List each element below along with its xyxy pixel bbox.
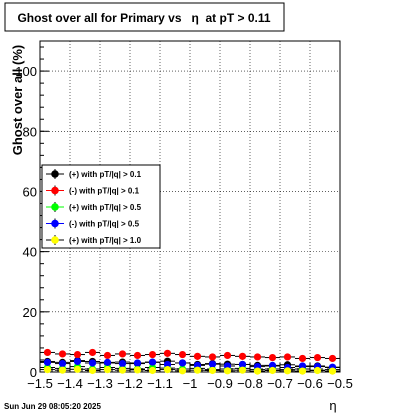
data-point bbox=[268, 353, 277, 362]
legend-label: (-) with pT/|q| > 0.5 bbox=[69, 220, 140, 229]
x-tick-label: −1.2 bbox=[117, 376, 143, 391]
y-tick-label: 100 bbox=[15, 64, 37, 79]
data-point bbox=[238, 352, 247, 360]
data-point bbox=[298, 362, 307, 370]
x-tick-label: −0.9 bbox=[207, 376, 233, 391]
data-point bbox=[148, 366, 157, 375]
legend-marker bbox=[51, 170, 59, 178]
x-tick-label: −0.5 bbox=[327, 376, 353, 391]
data-point bbox=[208, 360, 217, 368]
data-point bbox=[43, 358, 52, 366]
data-point bbox=[313, 353, 322, 362]
data-point bbox=[178, 359, 187, 367]
chart-title: Ghost over all for Primary vs η at pT > … bbox=[17, 11, 270, 25]
data-point bbox=[163, 365, 172, 374]
x-tick-label: −1.5 bbox=[27, 376, 53, 391]
data-point bbox=[253, 353, 262, 361]
data-point bbox=[268, 361, 277, 369]
y-tick-label: 0 bbox=[30, 365, 37, 380]
y-axis-label: Ghost over all (%) bbox=[10, 45, 25, 156]
data-point bbox=[163, 349, 172, 357]
data-point bbox=[283, 353, 292, 361]
data-point bbox=[73, 357, 82, 366]
y-tick-label: 20 bbox=[23, 305, 37, 320]
y-tick-labels: 0 20 40 60 80 100 bbox=[15, 64, 37, 380]
data-point bbox=[88, 359, 97, 367]
data-point bbox=[328, 354, 337, 363]
data-point bbox=[238, 366, 247, 374]
legend-label: (+) with pT/|q| > 0.1 bbox=[69, 170, 142, 179]
data-point bbox=[118, 366, 127, 374]
data-point bbox=[43, 348, 52, 357]
data-point bbox=[238, 360, 247, 369]
data-point bbox=[88, 366, 97, 375]
series-4 bbox=[40, 365, 340, 375]
legend-label: (+) with pT/|q| > 1.0 bbox=[69, 236, 142, 245]
data-point bbox=[43, 365, 52, 374]
data-point bbox=[178, 350, 187, 359]
data-point bbox=[253, 367, 262, 375]
data-point bbox=[58, 366, 67, 374]
x-tick-label: −1.3 bbox=[87, 376, 113, 391]
data-point bbox=[178, 367, 187, 375]
data-point bbox=[133, 359, 142, 367]
data-point bbox=[283, 367, 292, 375]
x-tick-label: −1.4 bbox=[57, 376, 83, 391]
y-tick-label: 80 bbox=[23, 124, 37, 139]
data-point bbox=[118, 359, 127, 368]
data-point bbox=[208, 366, 217, 375]
title-box: Ghost over all for Primary vs η at pT > … bbox=[4, 2, 285, 32]
x-tick-label: −1.1 bbox=[147, 376, 173, 391]
legend-label: (+) with pT/|q| > 0.5 bbox=[69, 203, 142, 212]
legend-marker bbox=[51, 236, 59, 244]
data-point bbox=[208, 353, 217, 361]
data-point bbox=[193, 352, 202, 360]
data-point bbox=[133, 351, 142, 360]
data-point bbox=[73, 365, 82, 373]
timestamp: Sun Jun 29 08:05:20 2025 bbox=[4, 402, 101, 411]
x-tick-label: −0.6 bbox=[297, 376, 323, 391]
data-point bbox=[58, 350, 67, 358]
data-point bbox=[148, 350, 157, 359]
data-point bbox=[298, 367, 307, 375]
y-tick-label: 40 bbox=[23, 245, 37, 260]
legend-marker bbox=[51, 186, 59, 195]
data-point bbox=[328, 367, 337, 375]
data-point bbox=[148, 358, 157, 366]
data-point bbox=[223, 367, 232, 375]
legend-label: (-) with pT/|q| > 0.1 bbox=[69, 187, 140, 196]
x-tick-label: −0.8 bbox=[237, 376, 263, 391]
legend-marker bbox=[51, 203, 59, 211]
x-tick-label: −0.7 bbox=[267, 376, 293, 391]
data-point bbox=[103, 365, 112, 374]
data-point bbox=[58, 359, 67, 368]
data-point bbox=[103, 351, 112, 360]
title-frame bbox=[4, 2, 285, 32]
data-point bbox=[298, 354, 307, 363]
data-point bbox=[103, 358, 112, 366]
data-point bbox=[133, 366, 142, 374]
y-tick-label: 60 bbox=[23, 184, 37, 199]
data-point bbox=[223, 351, 232, 360]
data-point bbox=[73, 350, 82, 359]
data-point bbox=[88, 348, 97, 357]
legend-marker bbox=[51, 219, 59, 228]
x-tick-labels: −1.5 −1.4 −1.3 −1.2 −1.1 −1 −0.9 −0.8 −0.7 −0.6 −0… bbox=[27, 376, 353, 391]
data-point bbox=[118, 350, 127, 358]
data-point bbox=[313, 366, 322, 375]
series-1 bbox=[40, 348, 340, 363]
x-tick-label: −1 bbox=[183, 376, 198, 391]
data-point bbox=[268, 366, 277, 375]
x-axis-label: η bbox=[329, 398, 336, 413]
data-series bbox=[40, 348, 340, 375]
data-point bbox=[163, 360, 172, 369]
data-point bbox=[193, 366, 202, 374]
legend: (+) with pT/|q| > 0.1 (-) with pT/|q| > 0… bbox=[41, 164, 161, 249]
